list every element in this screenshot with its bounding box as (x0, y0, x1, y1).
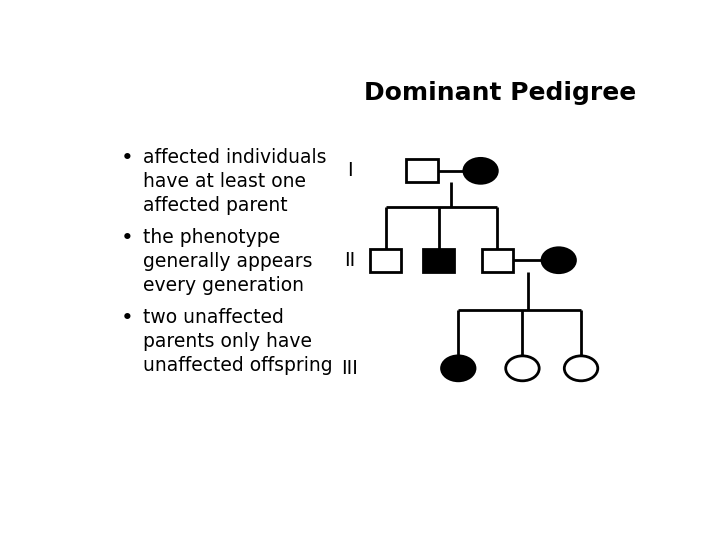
Text: every generation: every generation (143, 276, 304, 295)
Text: unaffected offspring: unaffected offspring (143, 356, 333, 375)
Text: Dominant Pedigree: Dominant Pedigree (364, 82, 636, 105)
Text: parents only have: parents only have (143, 332, 312, 351)
Text: •: • (121, 228, 133, 248)
Circle shape (505, 356, 539, 381)
Text: two unaffected: two unaffected (143, 308, 284, 327)
Text: III: III (341, 359, 358, 378)
Text: affected individuals: affected individuals (143, 148, 326, 167)
Circle shape (542, 248, 575, 273)
Bar (406, 159, 438, 183)
Text: have at least one: have at least one (143, 172, 306, 191)
Circle shape (441, 356, 475, 381)
Text: affected parent: affected parent (143, 196, 287, 215)
Text: II: II (344, 251, 355, 269)
Bar (370, 248, 401, 272)
Text: •: • (121, 308, 133, 328)
Bar (423, 248, 454, 272)
Text: generally appears: generally appears (143, 252, 312, 271)
Bar (482, 248, 513, 272)
Text: •: • (121, 148, 133, 168)
Text: the phenotype: the phenotype (143, 228, 280, 247)
Text: I: I (346, 161, 352, 180)
Circle shape (564, 356, 598, 381)
Circle shape (464, 158, 498, 183)
